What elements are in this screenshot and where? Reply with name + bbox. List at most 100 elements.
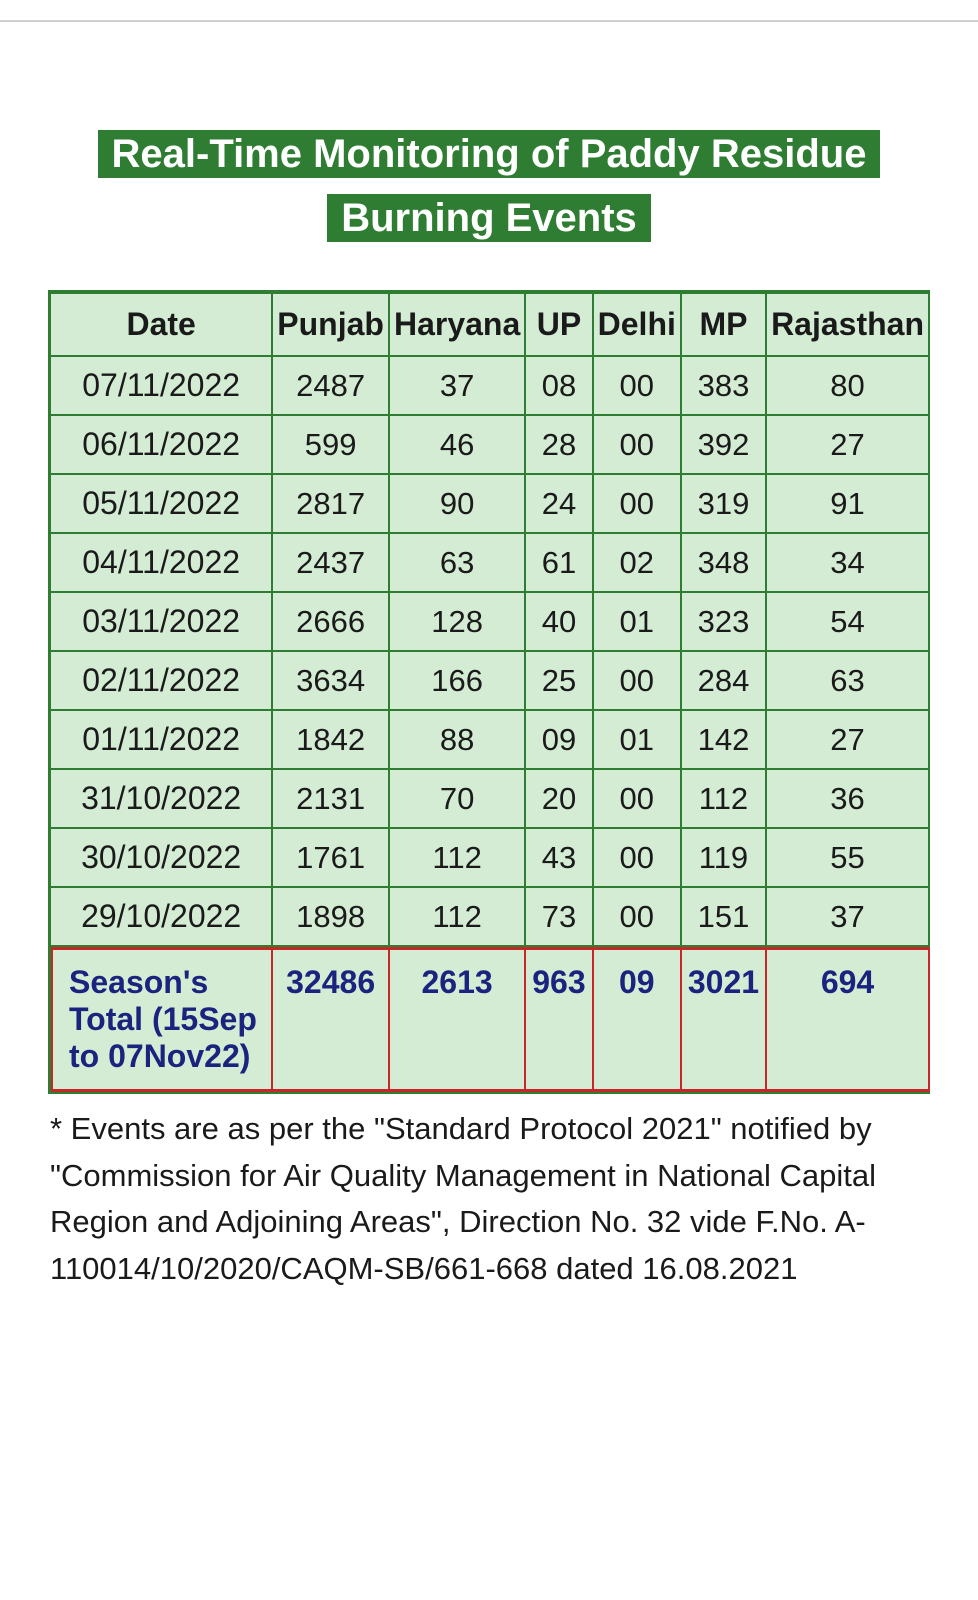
col-punjab: Punjab [273,294,390,357]
cell-value: 1761 [273,829,390,888]
title-line-2: Burning Events [327,194,651,242]
table-row: 03/11/20222666128400132354 [51,593,930,652]
footnote-text: * Events are as per the "Standard Protoc… [48,1106,930,1292]
cell-value: 88 [390,711,526,770]
cell-value: 00 [594,475,682,534]
col-delhi: Delhi [594,294,682,357]
cell-value: 25 [526,652,593,711]
cell-value: 599 [273,416,390,475]
cell-value: 27 [767,711,930,770]
total-label: Season's Total (15Sep to 07Nov22) [51,947,273,1092]
table-row: 30/10/20221761112430011955 [51,829,930,888]
cell-value: 1842 [273,711,390,770]
cell-value: 27 [767,416,930,475]
cell-value: 151 [682,888,767,947]
cell-date: 04/11/2022 [51,534,273,593]
col-mp: MP [682,294,767,357]
cell-value: 08 [526,357,593,416]
cell-value: 01 [594,593,682,652]
cell-value: 34 [767,534,930,593]
cell-date: 05/11/2022 [51,475,273,534]
cell-value: 383 [682,357,767,416]
cell-value: 00 [594,652,682,711]
cell-value: 112 [390,888,526,947]
cell-value: 54 [767,593,930,652]
cell-date: 06/11/2022 [51,416,273,475]
title-line-1: Real-Time Monitoring of Paddy Residue [98,130,881,178]
table-row: 29/10/20221898112730015137 [51,888,930,947]
table-row: 06/11/202259946280039227 [51,416,930,475]
title-block: Real-Time Monitoring of Paddy Residue Bu… [48,122,930,250]
cell-value: 348 [682,534,767,593]
table-row: 07/11/2022248737080038380 [51,357,930,416]
cell-value: 36 [767,770,930,829]
col-rajasthan: Rajasthan [767,294,930,357]
cell-value: 00 [594,770,682,829]
total-value: 2613 [390,947,526,1092]
cell-value: 112 [390,829,526,888]
cell-value: 61 [526,534,593,593]
table-row: 31/10/2022213170200011236 [51,770,930,829]
cell-value: 323 [682,593,767,652]
cell-value: 3634 [273,652,390,711]
cell-value: 63 [767,652,930,711]
cell-value: 20 [526,770,593,829]
cell-value: 2437 [273,534,390,593]
total-value: 963 [526,947,593,1092]
cell-value: 28 [526,416,593,475]
total-value: 32486 [273,947,390,1092]
cell-value: 166 [390,652,526,711]
total-value: 3021 [682,947,767,1092]
cell-value: 37 [767,888,930,947]
cell-value: 73 [526,888,593,947]
cell-value: 128 [390,593,526,652]
cell-value: 112 [682,770,767,829]
table-body: 07/11/202224873708003838006/11/202259946… [51,357,930,1092]
col-haryana: Haryana [390,294,526,357]
cell-value: 09 [526,711,593,770]
table-header-row: Date Punjab Haryana UP Delhi MP Rajastha… [51,294,930,357]
cell-value: 91 [767,475,930,534]
cell-value: 80 [767,357,930,416]
total-value: 694 [767,947,930,1092]
table-row: 02/11/20223634166250028463 [51,652,930,711]
cell-value: 63 [390,534,526,593]
cell-value: 55 [767,829,930,888]
cell-value: 24 [526,475,593,534]
burning-events-table: Date Punjab Haryana UP Delhi MP Rajastha… [48,290,930,1094]
cell-value: 00 [594,829,682,888]
table-total-row: Season's Total (15Sep to 07Nov22)3248626… [51,947,930,1092]
cell-value: 2487 [273,357,390,416]
cell-value: 2666 [273,593,390,652]
cell-value: 01 [594,711,682,770]
cell-value: 2131 [273,770,390,829]
col-up: UP [526,294,593,357]
cell-date: 31/10/2022 [51,770,273,829]
cell-value: 02 [594,534,682,593]
cell-date: 02/11/2022 [51,652,273,711]
cell-value: 70 [390,770,526,829]
cell-value: 00 [594,357,682,416]
cell-value: 319 [682,475,767,534]
cell-value: 1898 [273,888,390,947]
table-row: 05/11/2022281790240031991 [51,475,930,534]
cell-value: 37 [390,357,526,416]
cell-date: 30/10/2022 [51,829,273,888]
page-container: Real-Time Monitoring of Paddy Residue Bu… [0,20,978,1352]
cell-value: 46 [390,416,526,475]
cell-value: 142 [682,711,767,770]
col-date: Date [51,294,273,357]
cell-value: 00 [594,888,682,947]
cell-date: 03/11/2022 [51,593,273,652]
table-row: 01/11/2022184288090114227 [51,711,930,770]
cell-value: 119 [682,829,767,888]
cell-date: 29/10/2022 [51,888,273,947]
cell-value: 284 [682,652,767,711]
cell-value: 2817 [273,475,390,534]
cell-date: 01/11/2022 [51,711,273,770]
cell-value: 00 [594,416,682,475]
cell-value: 392 [682,416,767,475]
cell-value: 43 [526,829,593,888]
cell-value: 40 [526,593,593,652]
cell-value: 90 [390,475,526,534]
